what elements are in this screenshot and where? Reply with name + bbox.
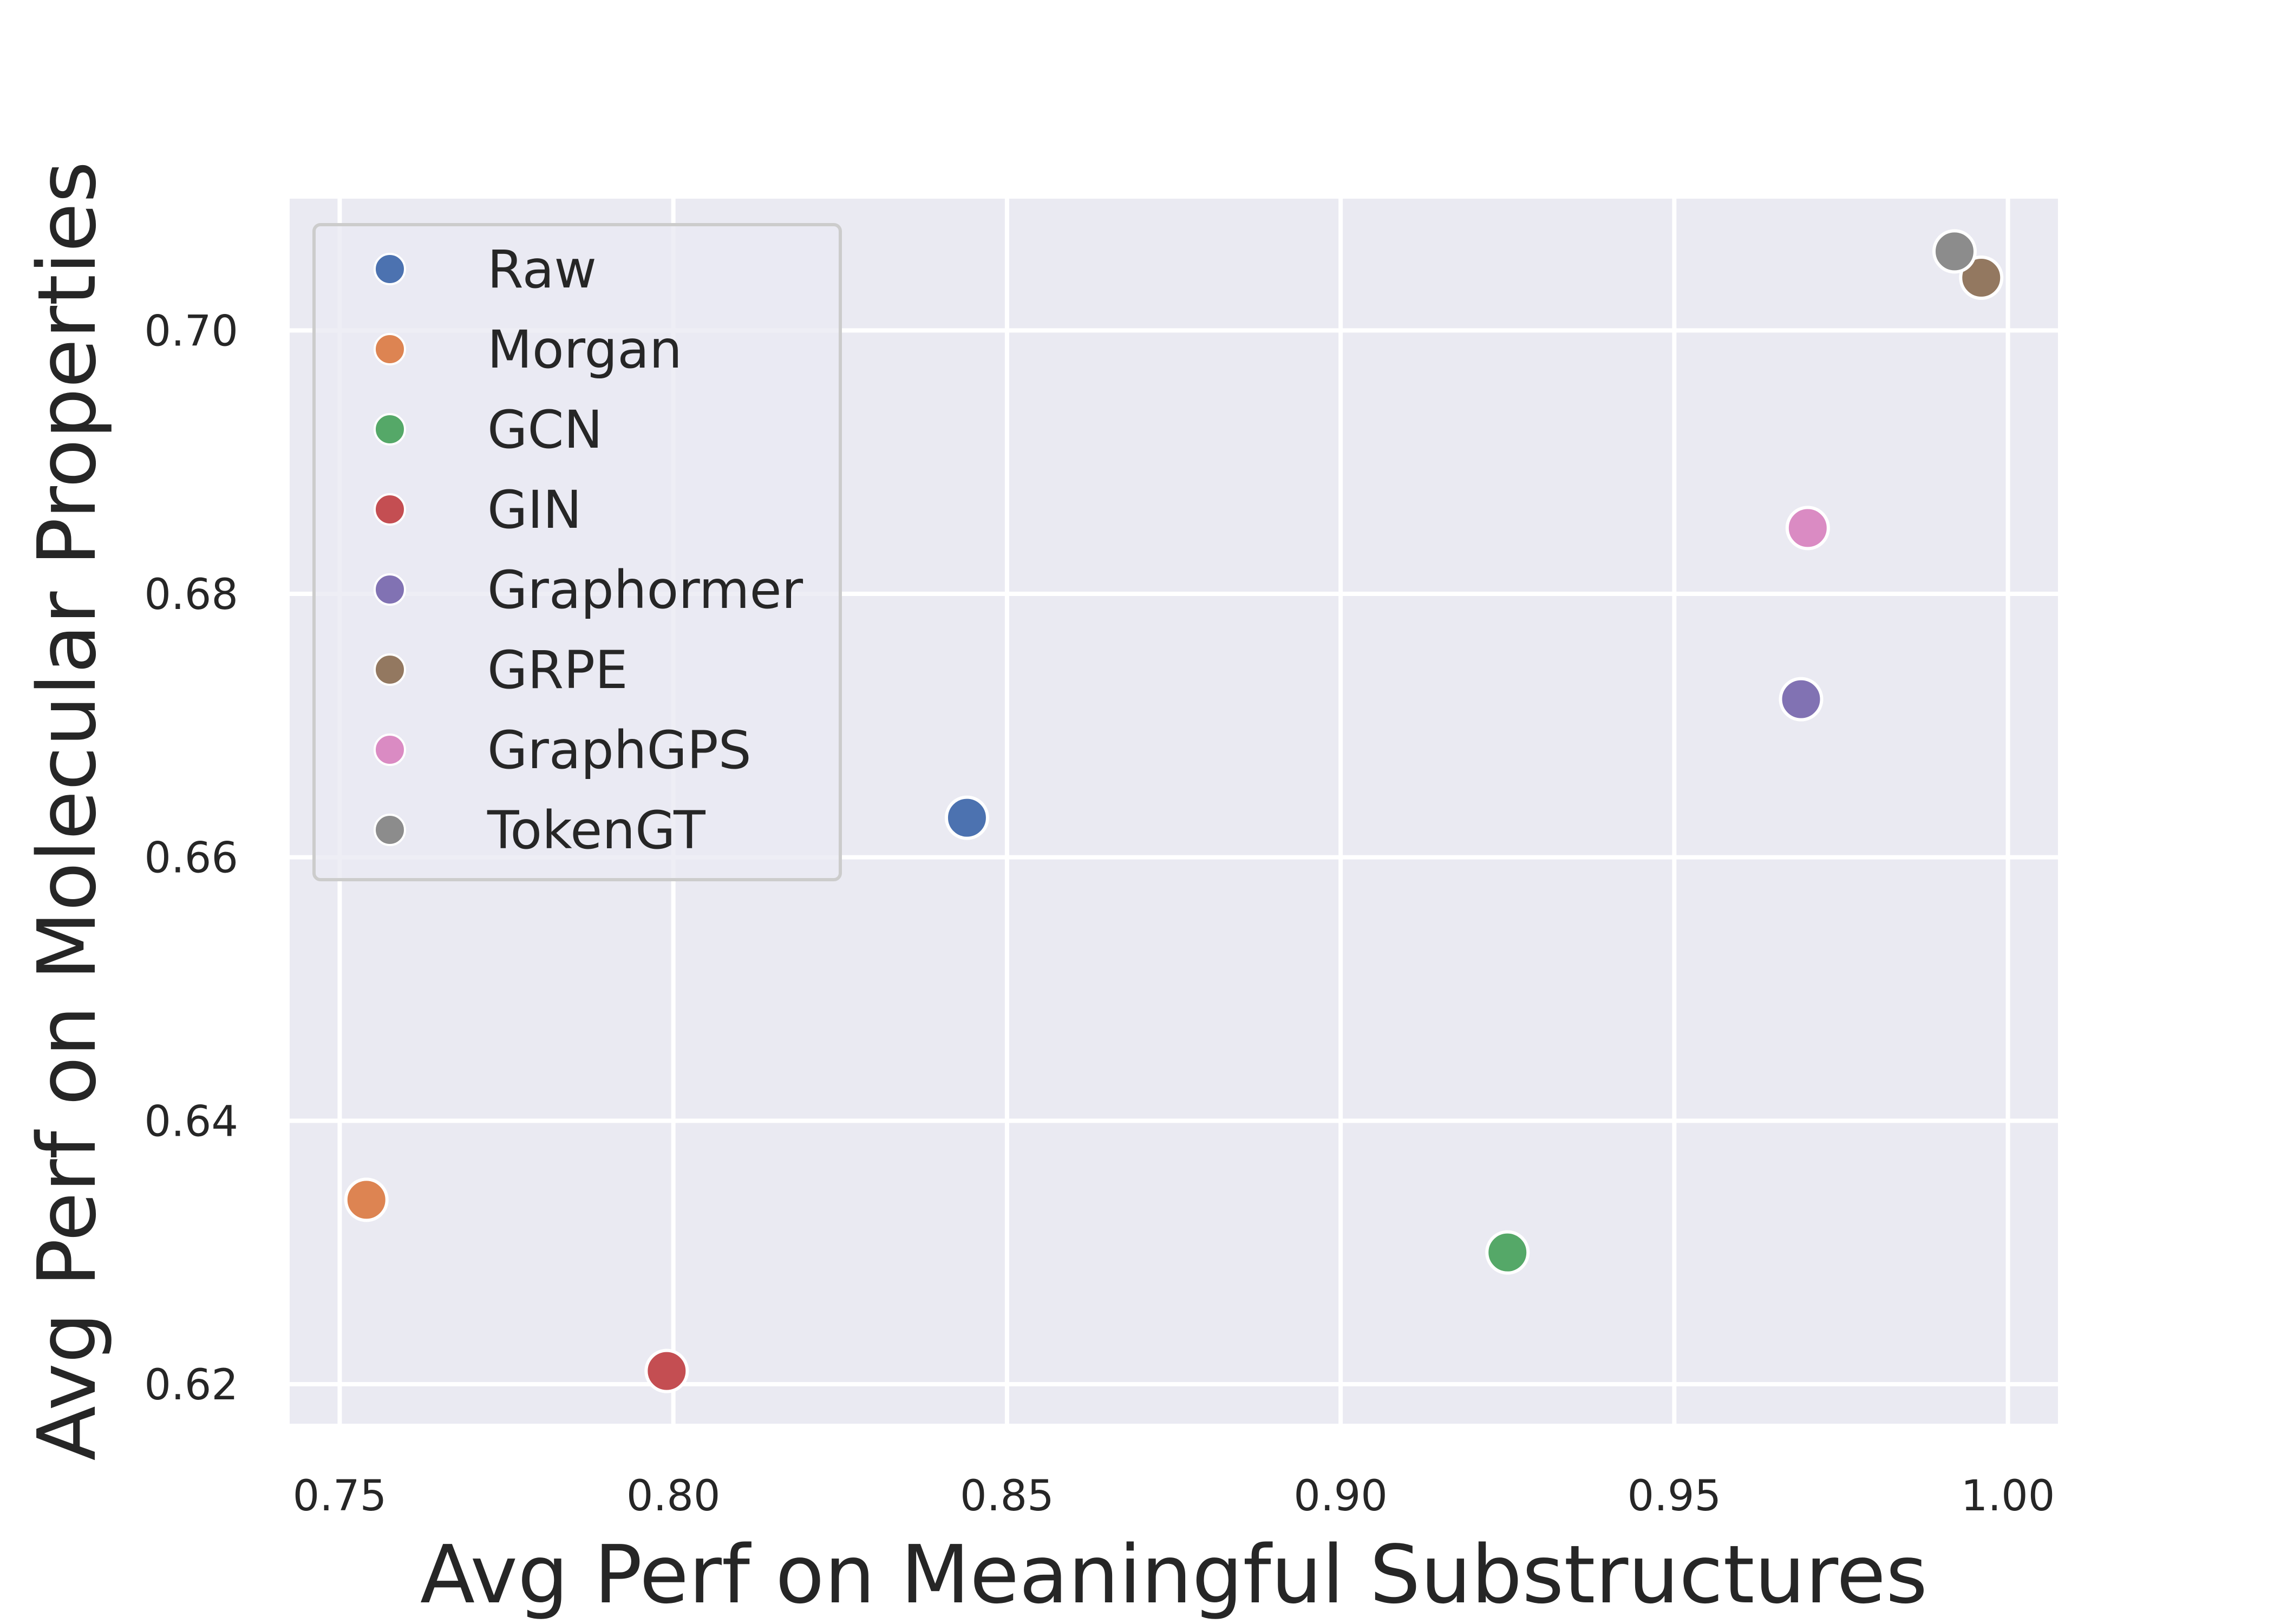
data-point: [1959, 256, 2004, 300]
legend-marker: [374, 333, 406, 365]
legend-label: GCN: [487, 400, 603, 460]
legend-marker: [374, 573, 406, 606]
data-point: [1785, 506, 1830, 551]
x-tick-label: 0.85: [960, 1472, 1054, 1521]
legend-label: Raw: [487, 239, 597, 300]
legend-marker: [374, 253, 406, 285]
y-tick-label: 0.64: [144, 1097, 238, 1146]
legend-marker: [374, 734, 406, 766]
legend: Raw Morgan GCN GIN Graphormer GRPE GraphGPS Tok…: [312, 223, 842, 881]
y-tick-label: 0.70: [144, 307, 238, 356]
data-point: [944, 795, 989, 840]
legend-label: TokenGT: [487, 800, 705, 861]
legend-box: [312, 223, 842, 881]
y-axis-label: Avg Perf on Molecular Properties: [21, 161, 114, 1461]
legend-marker: [374, 413, 406, 446]
data-point: [1932, 229, 1977, 274]
y-tick-label: 0.66: [144, 834, 238, 883]
x-tick-label: 0.80: [626, 1472, 721, 1521]
legend-marker: [374, 493, 406, 526]
data-point: [1779, 677, 1824, 722]
x-tick-label: 1.00: [1961, 1472, 2055, 1521]
data-point: [644, 1348, 689, 1393]
legend-label: GRPE: [487, 640, 628, 700]
y-tick-labels: 0.62 0.64 0.66 0.68 0.70: [144, 307, 238, 1410]
x-tick-labels: 0.75 0.80 0.85 0.90 0.95 1.00: [293, 1472, 2055, 1521]
legend-marker: [374, 814, 406, 846]
x-tick-label: 0.75: [293, 1472, 387, 1521]
data-point: [1485, 1230, 1530, 1275]
legend-label: Graphormer: [487, 560, 803, 620]
x-tick-label: 0.95: [1628, 1472, 1722, 1521]
legend-label: GraphGPS: [487, 720, 752, 781]
x-axis-label: Avg Perf on Meaningful Substructures: [420, 1528, 1927, 1621]
legend-label: Morgan: [487, 319, 682, 380]
x-tick-label: 0.90: [1293, 1472, 1388, 1521]
y-tick-label: 0.68: [144, 571, 238, 619]
legend-marker: [374, 653, 406, 686]
y-tick-label: 0.62: [144, 1361, 238, 1410]
legend-label: GIN: [487, 480, 582, 540]
data-point: [344, 1177, 389, 1222]
data-points: [344, 229, 2004, 1393]
